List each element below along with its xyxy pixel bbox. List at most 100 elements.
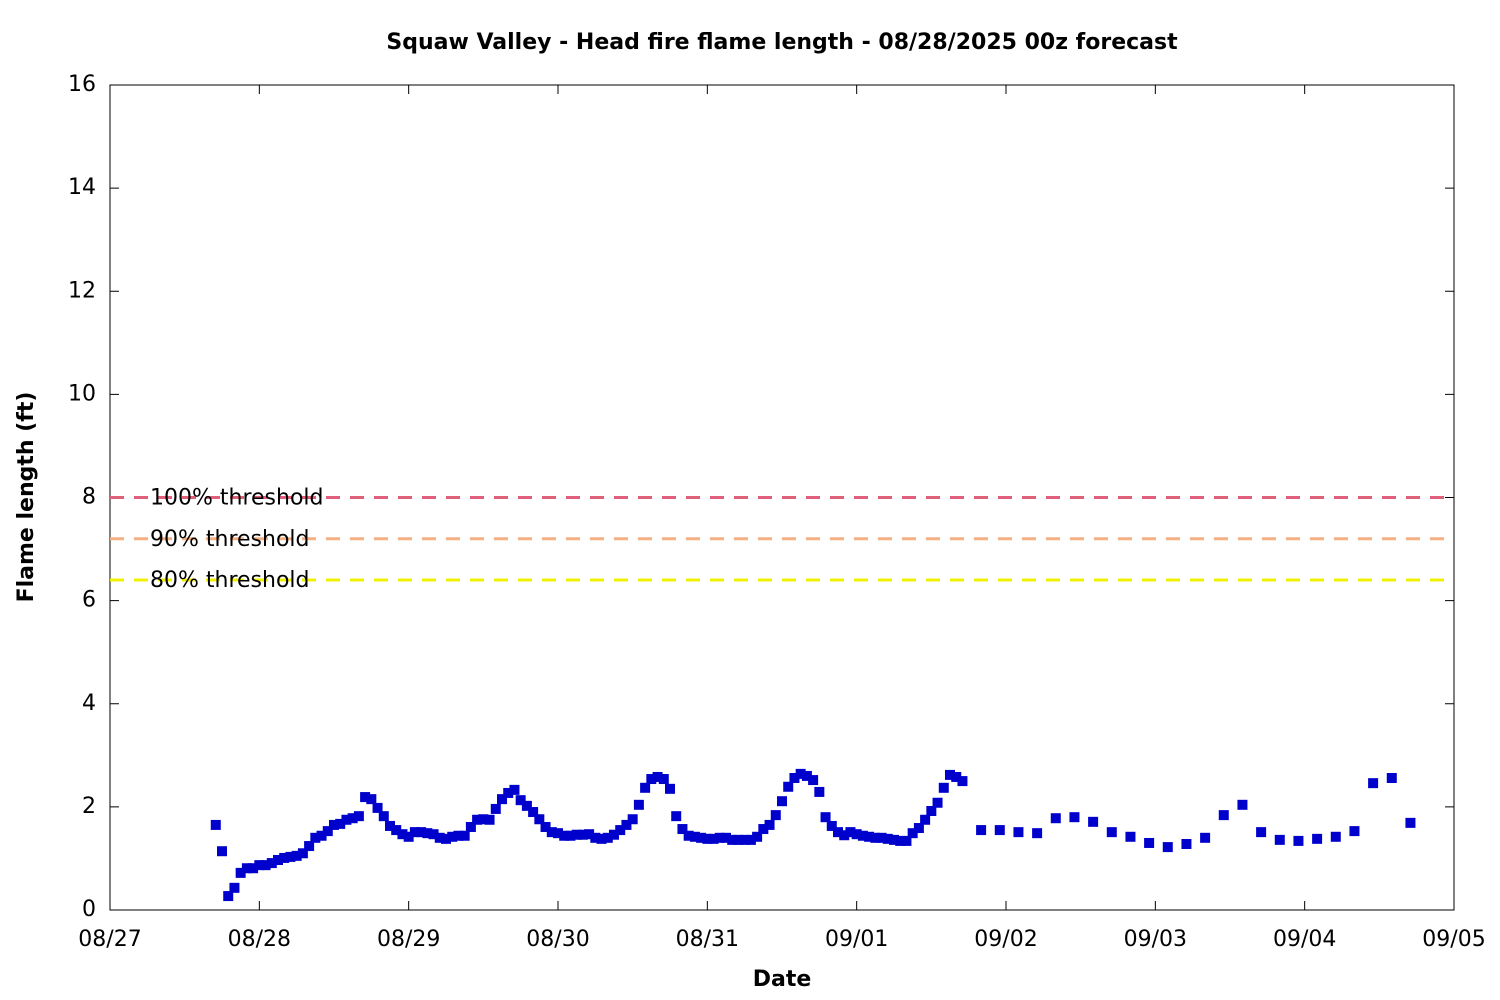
y-tick-label: 6 [82, 588, 96, 613]
point [1405, 817, 1416, 828]
point [739, 834, 750, 845]
point [696, 832, 707, 843]
point [1162, 842, 1173, 853]
point [248, 863, 259, 874]
point [378, 811, 389, 822]
x-tick-label: 08/27 [78, 927, 141, 952]
point [416, 827, 427, 838]
x-tick-label: 09/04 [1273, 927, 1336, 952]
point [353, 811, 364, 822]
point [273, 854, 283, 865]
point [540, 821, 551, 832]
y-tick-label: 0 [82, 897, 96, 922]
point [901, 835, 912, 846]
point [453, 830, 464, 841]
point [602, 832, 613, 843]
point [1368, 778, 1379, 789]
point [870, 832, 881, 843]
y-tick-label: 4 [82, 691, 96, 716]
point [229, 882, 240, 893]
point [907, 828, 918, 839]
point [752, 831, 763, 842]
point [372, 802, 383, 813]
x-tick-label: 09/02 [974, 927, 1037, 952]
point [721, 832, 731, 843]
threshold-label: 80% threshold [150, 568, 310, 593]
y-tick-label: 14 [68, 175, 96, 200]
y-tick-label: 12 [68, 278, 96, 303]
point [826, 820, 837, 831]
point [521, 800, 532, 811]
point [403, 831, 414, 842]
point [322, 826, 333, 837]
point [814, 786, 825, 797]
point [677, 824, 688, 835]
point [1349, 826, 1360, 837]
point [472, 814, 483, 825]
point [1274, 834, 1285, 845]
point [808, 775, 819, 786]
y-tick-label: 2 [82, 794, 96, 819]
point [571, 829, 582, 840]
point [1181, 839, 1192, 849]
point [932, 797, 943, 808]
point [465, 821, 476, 832]
point [260, 860, 271, 871]
point [590, 832, 601, 843]
point [733, 834, 744, 845]
point [235, 867, 246, 878]
point [938, 782, 949, 793]
x-tick-label: 08/30 [526, 927, 589, 952]
x-tick-label: 08/28 [228, 927, 291, 952]
point [553, 828, 563, 839]
point [385, 820, 395, 831]
point [876, 832, 887, 843]
point [397, 829, 408, 840]
point [714, 832, 725, 843]
point [285, 851, 296, 862]
point [689, 831, 700, 842]
point [217, 846, 227, 857]
point [279, 852, 290, 863]
point [820, 812, 831, 823]
point [1293, 835, 1304, 846]
point [994, 825, 1005, 836]
point [428, 829, 439, 840]
point [1256, 827, 1267, 838]
point [596, 833, 607, 844]
x-tick-label: 09/05 [1422, 927, 1485, 952]
point [490, 803, 501, 814]
point [503, 787, 514, 798]
point [770, 810, 781, 821]
point [297, 848, 308, 859]
point [789, 773, 800, 783]
point [1106, 827, 1117, 838]
x-tick-label: 08/31 [676, 927, 739, 952]
point [957, 776, 968, 787]
x-tick-label: 08/29 [377, 927, 440, 952]
point [665, 783, 675, 794]
chart-title: Squaw Valley - Head fire flame length - … [386, 30, 1178, 55]
point [1330, 831, 1341, 842]
point [434, 832, 445, 843]
point [1144, 837, 1155, 848]
point [266, 858, 277, 869]
point [864, 831, 875, 842]
point [391, 825, 402, 836]
point [764, 819, 775, 830]
point [652, 771, 663, 782]
point [484, 814, 495, 825]
x-axis-label: Date [753, 967, 812, 992]
point [658, 774, 669, 785]
point [702, 833, 713, 844]
point [727, 834, 738, 845]
point [671, 811, 682, 822]
point [509, 784, 520, 795]
point [528, 807, 539, 818]
point [515, 795, 526, 806]
point [609, 829, 619, 840]
point [627, 814, 638, 825]
point [441, 833, 451, 844]
